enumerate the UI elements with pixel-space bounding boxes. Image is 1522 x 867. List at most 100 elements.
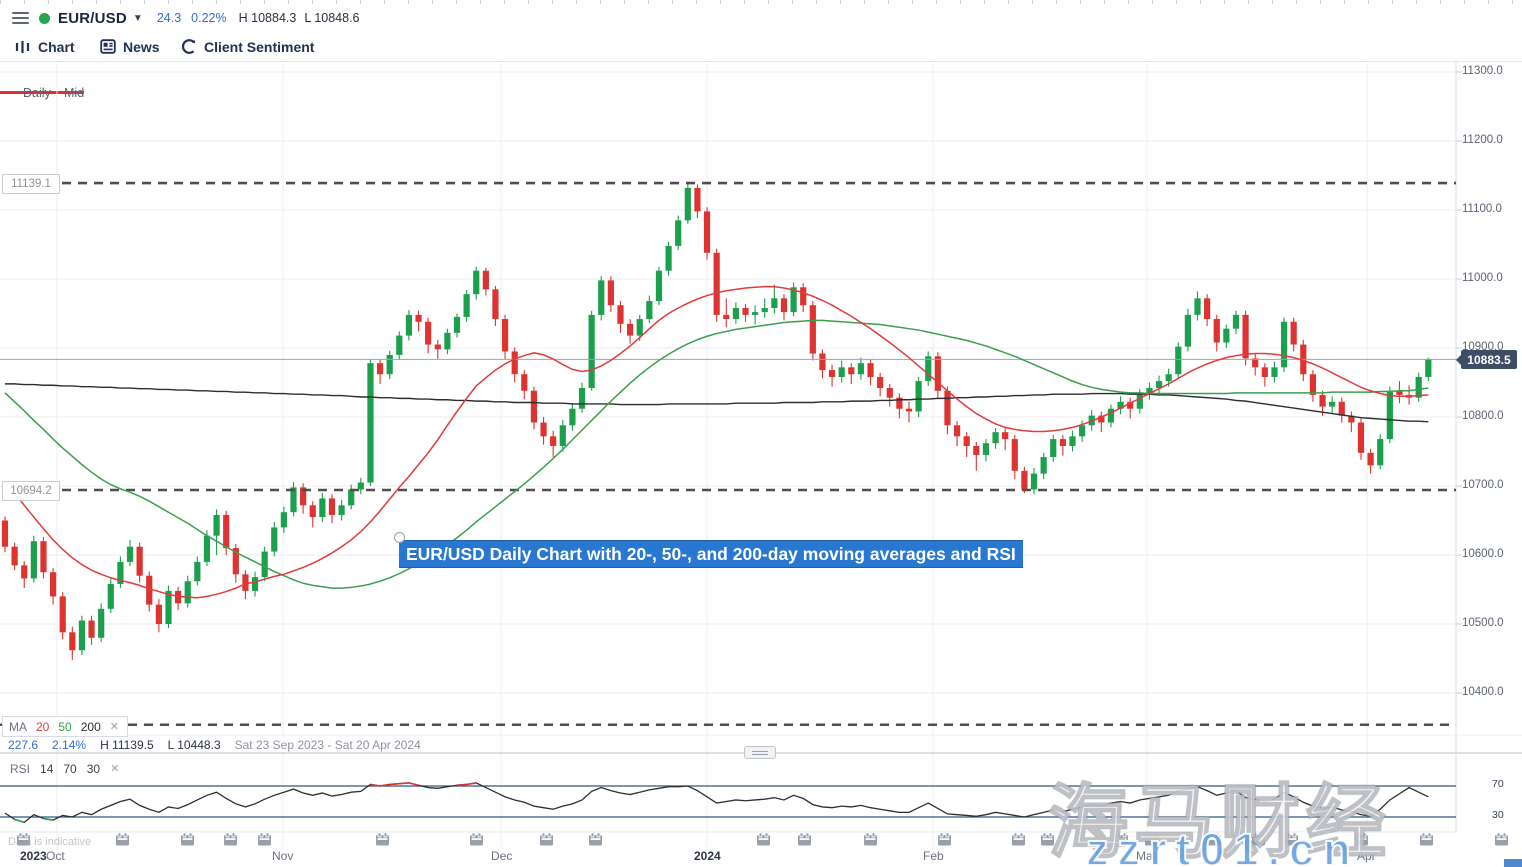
candle[interactable] <box>444 332 451 350</box>
candle[interactable] <box>588 314 595 389</box>
calendar-event-icon[interactable] <box>257 832 272 852</box>
calendar-event-icon[interactable] <box>1284 832 1299 852</box>
candle[interactable] <box>646 301 653 320</box>
candle[interactable] <box>684 187 691 221</box>
candle[interactable] <box>405 314 413 336</box>
calendar-event-icon[interactable] <box>1114 832 1129 852</box>
candle[interactable] <box>69 632 76 651</box>
calendar-event-icon[interactable] <box>1207 832 1222 852</box>
candle[interactable] <box>800 287 807 306</box>
candle[interactable] <box>232 548 239 575</box>
price-type-select[interactable]: Mid <box>64 86 85 100</box>
candle[interactable] <box>1213 319 1220 343</box>
candle[interactable] <box>1194 298 1201 315</box>
candle[interactable] <box>896 397 903 409</box>
calendar-event-icon[interactable] <box>115 832 130 852</box>
candle[interactable] <box>213 514 220 536</box>
candle[interactable] <box>540 422 547 437</box>
candle[interactable] <box>915 381 922 412</box>
candle[interactable] <box>261 551 268 578</box>
candle[interactable] <box>867 363 874 377</box>
candle[interactable] <box>1377 439 1384 466</box>
candle[interactable] <box>627 323 634 336</box>
candle[interactable] <box>1040 457 1047 474</box>
calendar-event-icon[interactable] <box>539 832 554 852</box>
tab-chart[interactable]: Chart <box>14 32 75 61</box>
candle[interactable] <box>425 321 432 345</box>
candle[interactable] <box>117 561 124 584</box>
calendar-event-icon[interactable] <box>863 832 878 852</box>
candle[interactable] <box>1107 408 1115 423</box>
candle[interactable] <box>271 527 278 552</box>
candle[interactable] <box>251 577 259 591</box>
candle[interactable] <box>877 376 884 389</box>
candle[interactable] <box>21 565 28 579</box>
calendar-event-icon[interactable] <box>937 832 952 852</box>
candle[interactable] <box>1002 432 1009 440</box>
candle[interactable] <box>944 390 951 426</box>
candle[interactable] <box>280 512 287 528</box>
candle[interactable] <box>838 367 845 377</box>
candle[interactable] <box>675 220 682 246</box>
candle[interactable] <box>290 487 297 513</box>
candle[interactable] <box>819 353 826 371</box>
candle[interactable] <box>328 498 336 515</box>
candle[interactable] <box>1357 422 1365 453</box>
candle[interactable] <box>886 388 893 398</box>
candle[interactable] <box>992 432 999 444</box>
candle[interactable] <box>1204 298 1211 320</box>
calendar-event-icon[interactable] <box>223 832 238 852</box>
candle[interactable] <box>1329 401 1336 407</box>
ma200-param[interactable]: 200 <box>80 719 101 734</box>
candle[interactable] <box>49 572 57 597</box>
candle[interactable] <box>482 270 489 290</box>
calendar-event-icon[interactable] <box>180 832 195 852</box>
candle[interactable] <box>1280 321 1288 368</box>
candle[interactable] <box>473 270 480 295</box>
candle[interactable] <box>828 370 836 377</box>
candle[interactable] <box>1271 367 1278 377</box>
candle[interactable] <box>790 287 797 313</box>
candle[interactable] <box>1098 415 1105 423</box>
candle[interactable] <box>40 541 47 573</box>
candle[interactable] <box>1425 359 1432 377</box>
candle[interactable] <box>934 356 941 391</box>
candle[interactable] <box>165 590 172 624</box>
candle[interactable] <box>694 187 701 212</box>
candle[interactable] <box>1146 388 1153 395</box>
candle[interactable] <box>973 445 980 455</box>
calendar-event-icon[interactable] <box>1040 832 1055 852</box>
rsi-upper-param[interactable]: 70 <box>63 762 77 776</box>
candle[interactable] <box>1396 390 1403 395</box>
candle[interactable] <box>636 319 643 336</box>
calendar-event-icon[interactable] <box>16 832 31 852</box>
candle[interactable] <box>136 546 143 576</box>
candle[interactable] <box>1252 358 1259 368</box>
candle[interactable] <box>742 307 749 315</box>
chevron-down-icon[interactable]: ▼ <box>132 12 143 24</box>
candle[interactable] <box>1079 425 1086 437</box>
candle[interactable] <box>11 546 18 566</box>
candle[interactable] <box>309 505 316 518</box>
candle[interactable] <box>107 583 114 609</box>
candle[interactable] <box>1069 436 1076 446</box>
candle[interactable] <box>1011 439 1018 471</box>
calendar-event-icon[interactable] <box>588 832 603 852</box>
candle[interactable] <box>809 305 816 354</box>
candle[interactable] <box>1232 314 1240 329</box>
candle[interactable] <box>780 298 788 313</box>
candle[interactable] <box>713 252 720 315</box>
rsi-close-icon[interactable]: ✕ <box>110 763 120 775</box>
candle[interactable] <box>386 354 393 375</box>
candle[interactable] <box>59 596 66 633</box>
candle[interactable] <box>453 316 461 333</box>
candle[interactable] <box>1030 473 1038 490</box>
candle[interactable] <box>1127 401 1134 409</box>
candle[interactable] <box>723 314 730 320</box>
candle[interactable] <box>598 280 605 315</box>
candle[interactable] <box>1059 439 1066 446</box>
candle[interactable] <box>511 351 518 375</box>
candle[interactable] <box>1348 415 1355 423</box>
candle[interactable] <box>1050 439 1057 458</box>
candle[interactable] <box>1319 394 1326 407</box>
